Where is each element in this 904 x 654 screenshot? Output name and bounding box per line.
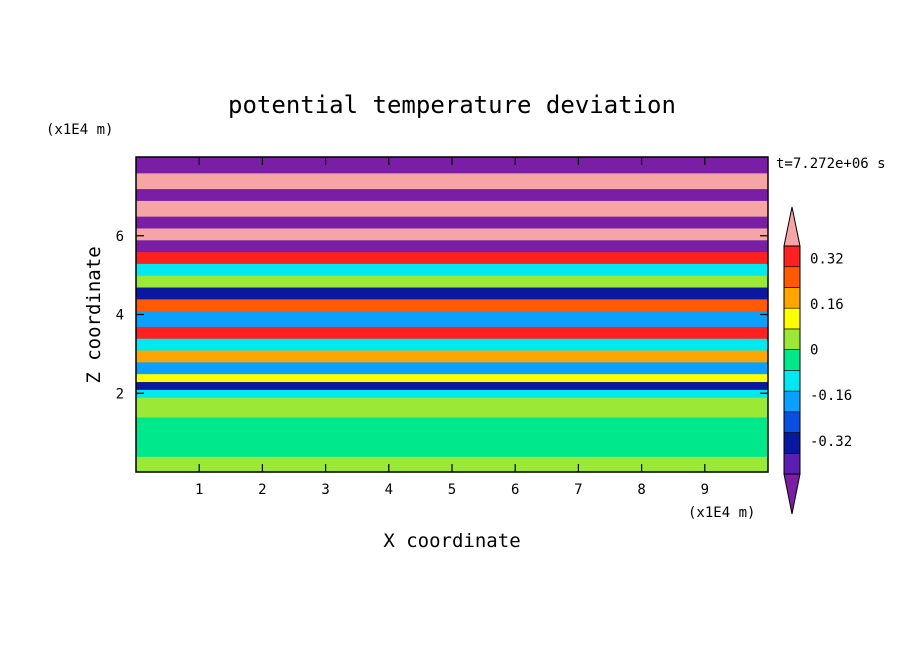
field-band bbox=[136, 381, 768, 390]
colorbar-swatch bbox=[783, 411, 801, 433]
field-band bbox=[136, 298, 768, 312]
x-tick-label: 5 bbox=[448, 482, 456, 498]
colorbar-swatch bbox=[783, 390, 801, 413]
field-band bbox=[136, 373, 768, 383]
time-label: t=7.272e+06 s bbox=[776, 156, 886, 172]
colorbar-tick-label: 0.32 bbox=[810, 251, 844, 267]
field-band bbox=[136, 200, 768, 217]
field-band bbox=[136, 216, 768, 229]
field-band bbox=[136, 263, 768, 276]
x-tick-label: 8 bbox=[637, 482, 645, 498]
field-band bbox=[136, 361, 768, 375]
colorbar-swatch bbox=[783, 349, 801, 371]
field-band bbox=[136, 251, 768, 264]
y-axis-label: Z coordinate bbox=[83, 246, 105, 383]
chart-title: potential temperature deviation bbox=[228, 91, 676, 119]
colorbar-swatch bbox=[783, 370, 801, 392]
field-band bbox=[136, 227, 768, 241]
colorbar-top-arrow bbox=[783, 206, 801, 247]
field-band bbox=[136, 349, 768, 363]
field-band bbox=[136, 416, 768, 457]
y-unit-label: (x1E4 m) bbox=[46, 122, 113, 138]
field-band bbox=[136, 338, 768, 351]
field-band bbox=[136, 157, 768, 174]
colorbar-swatch bbox=[783, 307, 801, 330]
y-tick-label: 6 bbox=[116, 229, 124, 245]
y-tick-label: 4 bbox=[116, 308, 124, 324]
x-tick-label: 6 bbox=[511, 482, 519, 498]
colorbar-swatch bbox=[783, 432, 801, 454]
colorbar-swatch bbox=[783, 245, 801, 268]
colorbar-swatch bbox=[783, 328, 801, 350]
field-band bbox=[136, 286, 768, 300]
colorbar-swatch bbox=[783, 287, 801, 309]
x-tick-label: 7 bbox=[574, 482, 582, 498]
plot-area bbox=[136, 157, 768, 473]
field-band bbox=[136, 239, 768, 253]
colorbar-tick-label: 0 bbox=[810, 343, 818, 359]
x-tick-label: 4 bbox=[385, 482, 393, 498]
colorbar-bottom-arrow bbox=[783, 473, 801, 515]
field-band bbox=[136, 188, 768, 201]
field-band bbox=[136, 397, 768, 418]
field-band bbox=[136, 326, 768, 339]
colorbar-tick-label: -0.32 bbox=[810, 434, 852, 450]
colorbar-swatch bbox=[783, 452, 801, 475]
x-axis-label: X coordinate bbox=[383, 530, 520, 552]
x-tick-label: 9 bbox=[701, 482, 709, 498]
x-tick-label: 3 bbox=[321, 482, 329, 498]
field-band bbox=[136, 389, 768, 398]
field-band bbox=[136, 310, 768, 327]
field-band bbox=[136, 172, 768, 190]
colorbar-frame bbox=[783, 245, 801, 475]
x-tick-label: 2 bbox=[258, 482, 266, 498]
colorbar: 0.32 0.16 0 -0.16 -0.32 bbox=[783, 206, 852, 515]
axes: 1 2 3 4 5 6 7 8 9 2 4 6 bbox=[116, 156, 769, 498]
x-tick-label: 1 bbox=[195, 482, 203, 498]
colorbar-tick-label: 0.16 bbox=[810, 297, 844, 313]
field-band bbox=[136, 275, 768, 288]
x-unit-label: (x1E4 m) bbox=[688, 505, 755, 521]
y-tick-label: 2 bbox=[116, 386, 124, 402]
colorbar-swatch bbox=[783, 266, 801, 288]
colorbar-tick-label: -0.16 bbox=[810, 388, 852, 404]
